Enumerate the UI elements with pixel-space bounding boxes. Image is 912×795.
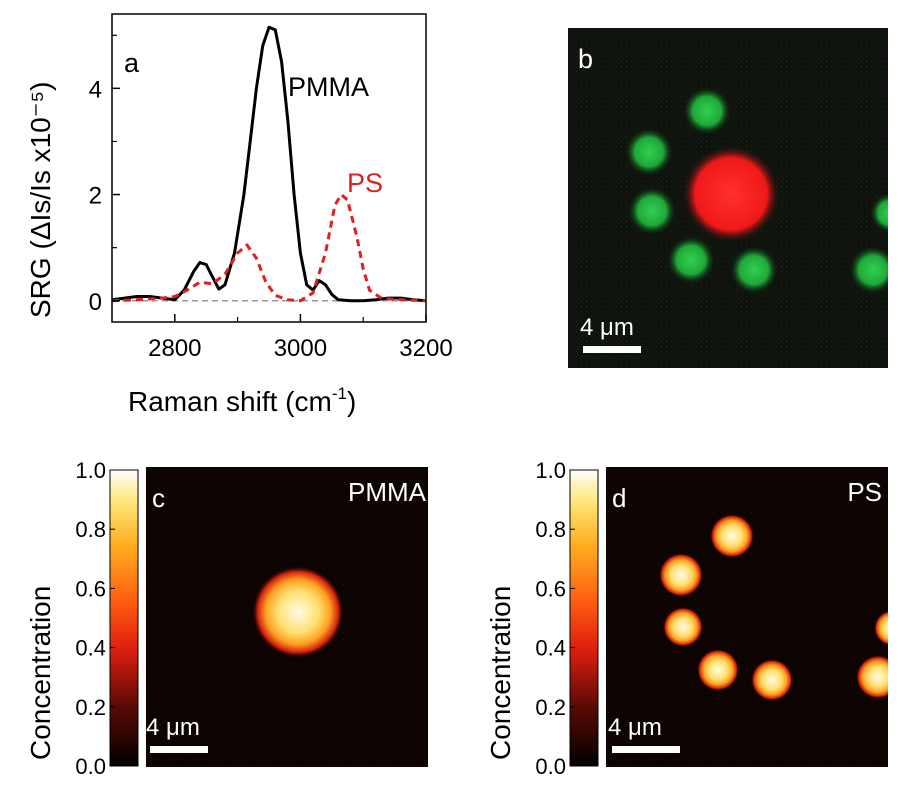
colorbar-tick-label: 1.0	[535, 458, 566, 483]
ps-bead	[663, 607, 703, 647]
colorbar-tick-label: 0.0	[75, 754, 106, 779]
green-bead	[683, 87, 731, 135]
colorbar	[109, 469, 139, 767]
x-axis-label-main: Raman shift (cm	[128, 386, 332, 417]
panel-a-spectrum: 2800 3000 3200 0 2 4 a PMMA PS Raman shift (c…	[25, 13, 453, 417]
ps-bead	[710, 514, 754, 558]
scalebar	[583, 346, 641, 353]
series-group	[112, 25, 426, 303]
axis-ticks: 2800 3000 3200 0 2 4	[89, 34, 453, 362]
colorbar	[569, 469, 599, 767]
red-bead	[683, 146, 779, 242]
y-tick-label: 4	[89, 76, 102, 103]
heatmap-background	[606, 467, 888, 767]
ps-bead	[751, 659, 793, 701]
legend-label-pmma: PMMA	[288, 72, 369, 102]
x-axis-label-end: )	[347, 386, 356, 417]
x-tick-label: 2800	[148, 335, 201, 362]
colorbar-tick-label: 0.8	[535, 517, 566, 542]
green-bead	[667, 236, 715, 284]
colorbar-ticks: 0.0 0.2 0.4 0.6 0.8 1.0	[75, 458, 115, 779]
colorbar-tick-label: 0.2	[535, 695, 566, 720]
scalebar	[150, 746, 208, 753]
colorbar-tick-label: 0.4	[535, 636, 566, 661]
colorbar-tick-label: 0.2	[75, 695, 106, 720]
ps-bead	[874, 610, 888, 646]
series-line-ps	[112, 193, 426, 303]
green-bead	[870, 193, 888, 233]
x-axis-label-sup: -1	[332, 384, 347, 403]
y-axis-label: SRG (ΔIs/Is x10⁻⁵)	[25, 82, 56, 318]
panel-letter-d: d	[612, 483, 626, 513]
y-tick-label: 2	[89, 183, 102, 210]
colorbar-ticks: 0.0 0.2 0.4 0.6 0.8 1.0	[535, 458, 575, 779]
panel-letter-b: b	[578, 44, 593, 74]
panel-c-heatmap: c PMMA 4 μm 0.0 0.2 0.4 0.6 0.8 1.0 Concentra…	[25, 458, 428, 779]
panel-letter-a: a	[124, 48, 140, 78]
colorbar-tick-label: 0.0	[535, 754, 566, 779]
scalebar	[612, 746, 680, 753]
x-tick-label: 3200	[399, 335, 452, 362]
series-line-pmma	[112, 25, 426, 303]
x-tick-label: 3000	[274, 335, 327, 362]
colorbar-title: Concentration	[25, 586, 56, 760]
green-bead	[730, 246, 778, 294]
panel-b-image: b 4 μm	[568, 28, 888, 368]
scalebar-label: 4 μm	[608, 714, 662, 741]
ps-bead	[659, 553, 703, 597]
green-bead	[625, 128, 673, 176]
scalebar-label: 4 μm	[580, 314, 634, 341]
pmma-bead	[252, 566, 344, 658]
colorbar-tick-label: 0.8	[75, 517, 106, 542]
green-bead	[628, 187, 676, 235]
plot-frame	[111, 13, 427, 323]
colorbar-tick-label: 0.6	[75, 576, 106, 601]
scalebar-label: 4 μm	[146, 714, 200, 741]
map-label-pmma: PMMA	[348, 477, 427, 507]
map-label-ps: PS	[847, 477, 882, 507]
ps-bead	[697, 649, 739, 691]
green-bead	[849, 246, 888, 294]
colorbar-title: Concentration	[485, 586, 516, 760]
colorbar-tick-label: 1.0	[75, 458, 106, 483]
y-tick-label: 0	[89, 289, 102, 316]
panel-letter-c: c	[152, 483, 165, 513]
colorbar-tick-label: 0.6	[535, 576, 566, 601]
x-axis-label: Raman shift (cm-1)	[128, 384, 356, 417]
ps-bead	[856, 655, 888, 699]
panel-d-heatmap: d PS 4 μm 0.0 0.2 0.4 0.6 0.8 1.0 Concentrati…	[485, 458, 888, 779]
colorbar-tick-label: 0.4	[75, 636, 106, 661]
legend-label-ps: PS	[347, 168, 383, 198]
